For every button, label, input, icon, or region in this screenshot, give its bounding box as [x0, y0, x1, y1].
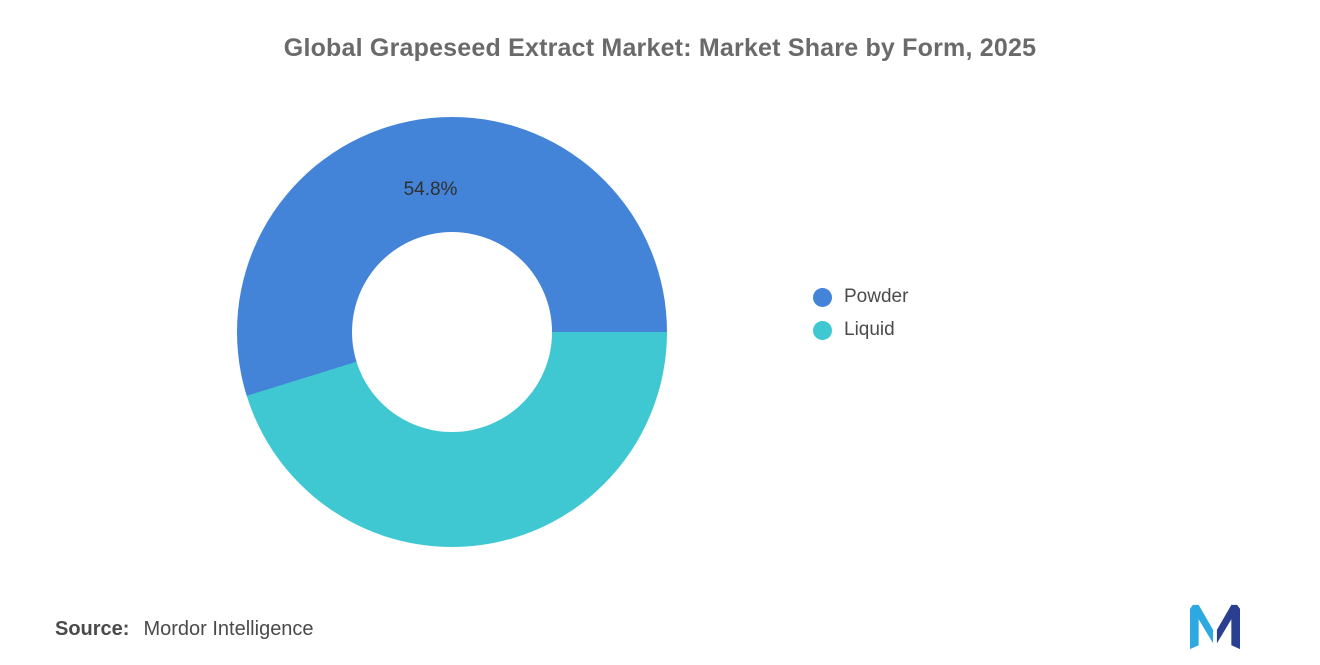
source-row: Source: Mordor Intelligence — [55, 618, 314, 641]
legend-item-powder: Powder — [813, 286, 908, 308]
source-value: Mordor Intelligence — [143, 618, 314, 640]
chart-title: Global Grapeseed Extract Market: Market … — [283, 34, 1037, 62]
liquid-legend-label: Liquid — [844, 319, 895, 340]
donut-hole — [352, 232, 552, 432]
donut-chart: 54.8% — [237, 117, 667, 547]
legend-item-liquid: Liquid — [813, 319, 908, 341]
powder-legend-label: Powder — [844, 286, 909, 307]
powder-slice-data-label: 54.8% — [403, 179, 458, 201]
powder-legend-dot-icon — [813, 287, 832, 307]
source-label: Source: — [55, 618, 130, 640]
chart-legend: Powder Liquid — [813, 286, 908, 341]
liquid-legend-dot-icon — [813, 320, 832, 340]
mordor-intelligence-logo — [1190, 604, 1240, 650]
